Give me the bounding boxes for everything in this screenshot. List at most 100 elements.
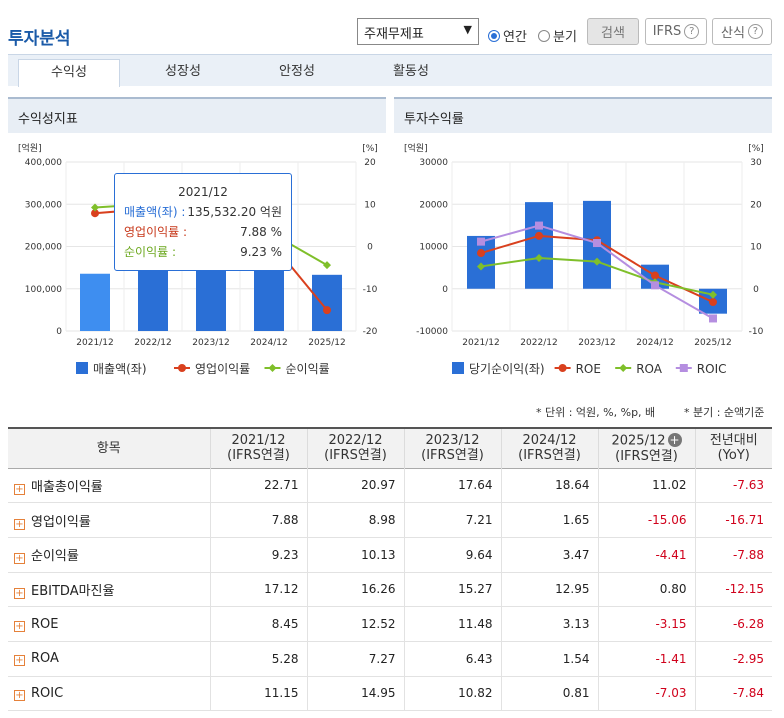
row-item-cell[interactable]: + ROIC — [8, 676, 210, 712]
tab-activity[interactable]: 활동성 — [393, 64, 429, 79]
value-cell: 7.88 — [209, 502, 307, 538]
series-point — [477, 237, 485, 246]
legend-marker — [178, 364, 186, 372]
tab-stability[interactable]: 안정성 — [279, 64, 315, 79]
value-cell: -3.15 — [597, 606, 695, 642]
value-cell: 7.27 — [306, 641, 404, 677]
table-row: + ROIC 11.15 14.95 10.82 0.81 -7.03 -7.84 — [8, 676, 772, 712]
statement-select[interactable]: 주재무제표 ▼ — [357, 18, 479, 45]
value-cell: 0.80 — [597, 572, 695, 608]
value-cell: -7.63 — [694, 468, 772, 504]
expand-plus-icon[interactable]: + — [14, 655, 25, 667]
legend-label: 당기순이익(좌) — [469, 362, 545, 376]
page-title: 투자분석 — [8, 29, 71, 49]
bar — [80, 273, 110, 331]
right-axis-unit: [%] — [748, 144, 764, 154]
radio-quarter[interactable]: 분기 — [538, 22, 577, 49]
tooltip-row-op-margin: 영업이익률 : 7.88 % — [124, 225, 282, 239]
legend-label: ROE — [576, 362, 601, 376]
chevron-down-icon: ▼ — [463, 23, 472, 36]
right-tick-label: 0 — [367, 243, 373, 253]
right-tick-label: 10 — [364, 200, 376, 210]
col-header: 2023/12 (IFRS연결) — [403, 428, 501, 468]
value-cell: 14.95 — [306, 676, 404, 712]
panel-title: 투자수익률 — [394, 97, 772, 133]
right-tick-label: 0 — [753, 285, 759, 295]
left-tick-label: -10000 — [416, 327, 448, 337]
bar — [138, 259, 168, 331]
series-point — [535, 221, 543, 230]
search-button[interactable]: 검색 — [587, 18, 639, 45]
right-tick-label: -10 — [749, 327, 764, 337]
chart-tooltip: 2021/12 매출액(좌) : 135,532.20 억원 영업이익률 : 7… — [114, 173, 292, 271]
left-tick-label: 0 — [442, 285, 448, 295]
formula-help-button[interactable]: 산식 ? — [712, 18, 772, 45]
row-item-cell[interactable]: + EBITDA마진율 — [8, 572, 210, 608]
series-point — [323, 261, 331, 270]
row-item-label: ROE — [31, 616, 59, 632]
return-chart: [억원] [%] 30000 20000 10000 0 -10000 30 20 10 0 -10 2… — [404, 142, 764, 376]
series-point — [593, 257, 601, 266]
value-cell: 18.64 — [500, 468, 598, 504]
row-item-cell[interactable]: + ROA — [8, 641, 210, 677]
value-cell: -15.06 — [597, 502, 695, 538]
radio-unchecked-icon — [538, 29, 550, 42]
value-cell: -7.03 — [597, 676, 695, 712]
table-row: + ROE 8.45 12.52 11.48 3.13 -3.15 -6.28 — [8, 606, 772, 642]
value-cell: 7.21 — [403, 502, 501, 538]
value-cell: 11.15 — [209, 676, 307, 712]
x-tick-label: 2021/12 — [462, 338, 499, 348]
table-row: + ROA 5.28 7.27 6.43 1.54 -1.41 -2.95 — [8, 641, 772, 677]
row-item-cell[interactable]: + ROE — [8, 606, 210, 642]
expand-plus-icon[interactable]: + — [14, 587, 25, 599]
row-item-cell[interactable]: + 영업이익률 — [8, 502, 210, 538]
row-item-label: ROIC — [31, 685, 64, 701]
left-tick-label: 400,000 — [25, 158, 62, 168]
col-header-item: 항목 — [8, 428, 210, 468]
row-item-cell[interactable]: + 순이익률 — [8, 537, 210, 573]
expand-plus-icon[interactable]: + — [14, 553, 25, 565]
legend-marker — [619, 364, 628, 372]
help-icon: ? — [747, 24, 763, 39]
row-item-cell[interactable]: + 매출총이익률 — [8, 468, 210, 504]
radio-annual[interactable]: 연간 — [488, 22, 527, 49]
return-chart-panel: 투자수익률 [억원] [%] 30000 20000 10000 0 -10000 30 20 1… — [394, 97, 772, 387]
value-cell: 0.81 — [500, 676, 598, 712]
expand-plus-icon[interactable]: + — [14, 483, 25, 495]
col-header: 2025/12 + (IFRS연결) — [597, 428, 695, 468]
value-cell: 1.65 — [500, 502, 598, 538]
right-tick-label: -20 — [363, 327, 378, 337]
tab-bar: 수익성 성장성 안정성 활동성 — [8, 54, 772, 87]
value-cell: -2.95 — [694, 641, 772, 677]
expand-plus-icon[interactable]: + — [14, 518, 25, 530]
legend-swatch — [76, 362, 88, 374]
right-tick-label: 20 — [364, 158, 376, 168]
right-tick-label: 10 — [750, 243, 762, 253]
x-tick-label: 2025/12 — [308, 338, 345, 348]
value-cell: -7.88 — [694, 537, 772, 573]
series-point — [477, 249, 485, 258]
tab-growth[interactable]: 성장성 — [165, 64, 201, 79]
profitability-chart-panel: 수익성지표 [억원] [%] 400,000 300,000 200,000 100,00… — [8, 97, 386, 387]
value-cell: -6.28 — [694, 606, 772, 642]
ifrs-help-button[interactable]: IFRS ? — [645, 18, 707, 45]
legend-label: 매출액(좌) — [93, 362, 147, 376]
col-header: 2024/12 (IFRS연결) — [500, 428, 598, 468]
right-tick-label: 30 — [750, 158, 762, 168]
expand-plus-icon[interactable]: + — [14, 689, 25, 701]
col-header-yoy: 전년대비 (YoY) — [694, 428, 772, 468]
value-cell: 11.02 — [597, 468, 695, 504]
series-point — [535, 231, 543, 240]
left-tick-label: 0 — [56, 327, 62, 337]
tab-profitability[interactable]: 수익성 — [18, 59, 120, 87]
value-cell: 10.13 — [306, 537, 404, 573]
panel-title: 수익성지표 — [8, 97, 386, 133]
expand-plus-icon[interactable]: + — [14, 620, 25, 632]
bar — [312, 274, 342, 331]
left-tick-label: 20000 — [419, 200, 448, 210]
value-cell: 17.64 — [403, 468, 501, 504]
expand-column-icon[interactable]: + — [667, 432, 682, 447]
col-header: 2022/12 (IFRS연결) — [306, 428, 404, 468]
value-cell: 6.43 — [403, 641, 501, 677]
formula-label: 산식 — [721, 26, 745, 41]
